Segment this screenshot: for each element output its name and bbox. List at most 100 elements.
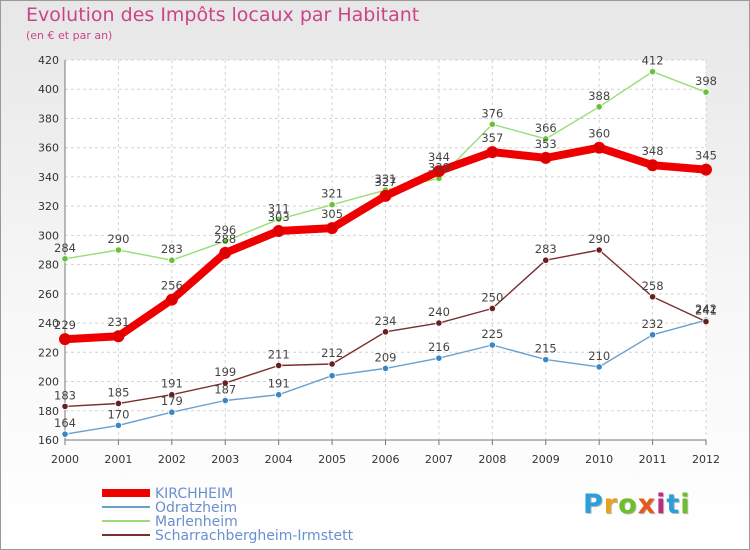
y-tick-label: 400 xyxy=(38,83,59,96)
x-tick-label: 2004 xyxy=(265,453,293,466)
y-tick-label: 320 xyxy=(38,200,59,213)
y-tick-label: 280 xyxy=(38,259,59,272)
y-tick-label: 360 xyxy=(38,142,59,155)
axes: 160 180 200 220 240 260 280 300 320 340 360 380 400 4… xyxy=(38,54,720,466)
data-point xyxy=(221,379,229,387)
data-label: 258 xyxy=(642,279,664,293)
data-point xyxy=(114,246,123,254)
data-label: 348 xyxy=(642,144,664,158)
chart-subtitle: (en € et par an) xyxy=(26,29,113,42)
data-point xyxy=(648,331,657,339)
data-label: 388 xyxy=(588,89,610,103)
legend-label: Marlenheim xyxy=(155,514,238,530)
data-point xyxy=(595,246,603,254)
data-label: 353 xyxy=(535,137,557,151)
data-label: 283 xyxy=(161,242,183,256)
data-point xyxy=(435,319,443,327)
data-label: 376 xyxy=(481,106,503,120)
data-label: 210 xyxy=(588,349,610,363)
data-point xyxy=(326,222,339,235)
data-point xyxy=(275,361,283,370)
data-point xyxy=(595,363,603,371)
legend: KIRCHHEIMOdratzheimMarlenheimScharrachbe… xyxy=(102,486,354,544)
data-point xyxy=(539,151,552,164)
data-label: 229 xyxy=(54,318,76,332)
data-point xyxy=(488,304,496,313)
x-tick-label: 2012 xyxy=(692,453,720,466)
data-point xyxy=(61,430,69,438)
y-tick-label: 240 xyxy=(38,317,59,330)
data-point xyxy=(381,328,390,336)
data-point xyxy=(59,333,71,346)
data-point xyxy=(486,146,499,159)
data-point xyxy=(381,364,390,372)
data-point xyxy=(702,318,710,326)
data-point xyxy=(165,293,178,306)
data-point xyxy=(61,255,69,263)
data-point xyxy=(595,103,603,111)
data-label: 179 xyxy=(161,394,183,408)
data-label: 209 xyxy=(375,350,397,364)
data-point xyxy=(488,120,496,128)
y-tick-label: 380 xyxy=(38,112,59,125)
data-label: 290 xyxy=(588,232,610,246)
data-label: 199 xyxy=(214,365,236,379)
x-tick-label: 2001 xyxy=(104,453,132,466)
data-label: 231 xyxy=(107,315,129,329)
data-point xyxy=(432,165,445,178)
data-point xyxy=(221,396,229,405)
data-label: 344 xyxy=(428,150,450,164)
data-point xyxy=(328,360,336,368)
data-label: 357 xyxy=(481,131,503,145)
data-point xyxy=(542,135,550,143)
data-label: 296 xyxy=(214,223,236,237)
x-tick-label: 2003 xyxy=(211,453,239,466)
data-label: 183 xyxy=(54,388,76,402)
data-label: 256 xyxy=(161,279,183,293)
data-point xyxy=(435,354,443,362)
data-point xyxy=(221,237,229,245)
legend-label: Odratzheim xyxy=(155,500,237,516)
data-point xyxy=(168,391,176,399)
data-label: 185 xyxy=(107,385,129,399)
data-label: 216 xyxy=(428,340,450,354)
data-point xyxy=(272,225,285,237)
legend-label: KIRCHHEIM xyxy=(155,486,233,502)
y-tick-label: 180 xyxy=(38,405,59,418)
x-tick-label: 2011 xyxy=(639,453,667,466)
data-label: 305 xyxy=(321,207,343,221)
data-label: 164 xyxy=(54,416,76,430)
data-label: 345 xyxy=(695,149,717,163)
data-point xyxy=(328,372,336,380)
data-label: 250 xyxy=(481,290,503,304)
data-label: 211 xyxy=(268,347,290,361)
series-lines xyxy=(59,68,712,438)
data-point xyxy=(542,256,550,264)
y-tick-label: 200 xyxy=(38,376,59,389)
x-tick-label: 2005 xyxy=(318,453,346,466)
data-point xyxy=(114,399,123,408)
data-point xyxy=(168,408,176,416)
data-label: 225 xyxy=(481,327,503,341)
data-point xyxy=(700,163,712,176)
data-point xyxy=(275,391,283,399)
y-tick-label: 420 xyxy=(38,54,59,67)
data-label: 303 xyxy=(268,210,290,224)
x-tick-label: 2000 xyxy=(51,453,79,466)
data-label: 331 xyxy=(375,172,397,186)
data-label: 283 xyxy=(535,242,557,256)
x-tick-label: 2010 xyxy=(585,453,613,466)
data-point xyxy=(646,159,659,172)
data-label: 360 xyxy=(588,127,610,141)
chart-title: Evolution des Impôts locaux par Habitant xyxy=(26,4,420,26)
data-point xyxy=(648,68,657,76)
data-label: 339 xyxy=(428,160,450,174)
data-label: 242 xyxy=(695,302,717,316)
data-label: 212 xyxy=(321,346,343,360)
data-labels: 284 290 283 296 311 321 331 339 376 366 388 412 398 1… xyxy=(54,54,717,430)
data-label: 412 xyxy=(642,54,664,68)
proxiti-logo: Proxiti xyxy=(583,489,691,520)
data-label: 290 xyxy=(107,232,129,246)
data-label: 288 xyxy=(214,232,236,246)
data-label: 398 xyxy=(695,74,717,88)
